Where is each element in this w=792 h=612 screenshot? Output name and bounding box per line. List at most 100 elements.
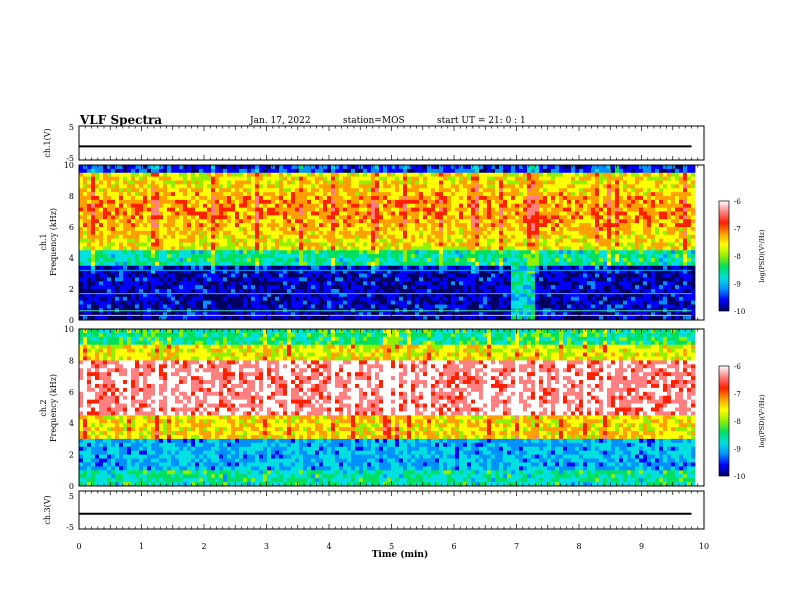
spectrogram-cell — [439, 304, 444, 309]
spectrogram-cell — [239, 230, 244, 236]
spectrogram-cell — [83, 238, 88, 243]
spectrogram-cell — [355, 242, 360, 247]
spectrogram-cell — [103, 172, 108, 178]
spectrogram-cell — [315, 227, 320, 232]
spectrogram-cell — [103, 165, 108, 170]
spectrogram-cell — [183, 176, 188, 181]
spectrogram-cell — [387, 211, 392, 216]
spectrogram-cell — [175, 215, 180, 220]
spectrogram-cell — [107, 168, 112, 174]
spectrogram-cell — [527, 242, 532, 247]
spectrogram-cell — [523, 165, 528, 170]
spectrogram-cell — [407, 168, 412, 174]
spectrogram-cell — [363, 223, 368, 228]
spectrogram-cell — [371, 258, 376, 263]
spectrogram-cell — [351, 176, 356, 181]
spectrogram-cell — [327, 277, 332, 282]
spectrogram-cell — [159, 203, 164, 209]
spectrogram-cell — [519, 172, 524, 178]
spectrogram-cell — [547, 215, 552, 220]
spectrogram-cell — [171, 258, 176, 263]
spectrogram-cell — [463, 304, 468, 309]
spectrogram-cell — [203, 265, 208, 271]
spectrogram-cell — [167, 265, 172, 271]
spectrogram-cell — [251, 165, 256, 170]
spectrogram-cell — [551, 180, 556, 185]
spectrogram-cell — [239, 312, 244, 317]
spectrogram-cell — [391, 196, 396, 201]
spectrogram-cell — [395, 281, 400, 286]
spectrogram-cell — [107, 285, 112, 290]
spectrogram-cell — [87, 230, 92, 236]
spectrogram-cell — [387, 207, 392, 212]
spectrogram-cell — [155, 196, 160, 201]
spectrogram-cell — [119, 304, 124, 309]
spectrogram-cell — [147, 227, 152, 232]
spectrogram-cell — [359, 242, 364, 247]
spectrogram-cell — [551, 230, 556, 236]
spectrogram-cell — [463, 165, 468, 170]
spectrogram-cell — [395, 269, 400, 274]
spectrogram-cell — [503, 304, 508, 309]
spectrogram-cell — [279, 215, 284, 220]
spectrogram-cell — [427, 192, 432, 197]
spectrogram-cell — [495, 238, 500, 243]
spectrogram-cell — [307, 199, 312, 205]
spectrogram-cell — [187, 316, 192, 320]
spectrogram-cell — [79, 269, 84, 274]
spectrogram-cell — [99, 223, 104, 228]
spectrogram-cell — [391, 254, 396, 259]
spectrogram-cell — [263, 168, 268, 174]
spectrogram-cell — [291, 269, 296, 274]
spectrogram-cell — [143, 246, 148, 251]
spectrogram-cell — [351, 258, 356, 263]
spectrogram-cell — [435, 203, 440, 209]
spectrogram-cell — [227, 265, 232, 271]
spectrogram-cell — [455, 211, 460, 216]
spectrogram-cell — [223, 234, 228, 240]
spectrogram-cell — [379, 273, 384, 278]
spectrogram-cell — [295, 227, 300, 232]
spectrogram-cell — [555, 184, 560, 189]
spectrogram-cell — [319, 250, 324, 255]
spectrogram-cell — [195, 250, 200, 255]
spectrogram-cell — [343, 188, 348, 193]
spectrogram-cell — [399, 165, 404, 170]
spectrogram-cell — [167, 196, 172, 201]
spectrogram-cell — [439, 296, 444, 302]
spectrogram-cell — [543, 234, 548, 240]
spectrogram-cell — [371, 254, 376, 259]
spectrogram-cell — [407, 180, 412, 185]
spectrogram-cell — [487, 292, 492, 298]
spectrogram-cell — [127, 207, 132, 212]
spectrogram-cell — [435, 258, 440, 263]
spectrogram-cell — [179, 180, 184, 185]
spectrogram-cell — [231, 304, 236, 309]
spectrogram-cell — [415, 300, 420, 305]
spectrogram-cell — [435, 234, 440, 240]
spectrogram-cell — [135, 258, 140, 263]
spectrogram-cell — [483, 292, 488, 298]
spectrogram-cell — [147, 223, 152, 228]
spectrogram-cell — [515, 234, 520, 240]
spectrogram-cell — [531, 234, 536, 240]
spectrogram-cell — [171, 207, 176, 212]
spectrogram-cell — [99, 258, 104, 263]
spectrogram-cell — [147, 199, 152, 205]
spectrogram-cell — [191, 188, 196, 193]
spectrogram-cell — [187, 292, 192, 298]
spectrogram-cell — [175, 227, 180, 232]
spectrogram-cell — [119, 296, 124, 302]
spectrogram-cell — [407, 277, 412, 282]
spectrogram-cell — [271, 281, 276, 286]
spectrogram-cell — [199, 176, 204, 181]
spectrogram-cell — [515, 203, 520, 209]
spectrogram-cell — [267, 281, 272, 286]
spectrogram-cell — [415, 261, 420, 267]
spectrogram-cell — [355, 285, 360, 290]
spectrogram-cell — [515, 227, 520, 232]
spectrogram-cell — [167, 285, 172, 290]
spectrogram-cell — [427, 219, 432, 224]
spectrogram-cell — [459, 300, 464, 305]
spectrogram-cell — [411, 261, 416, 267]
